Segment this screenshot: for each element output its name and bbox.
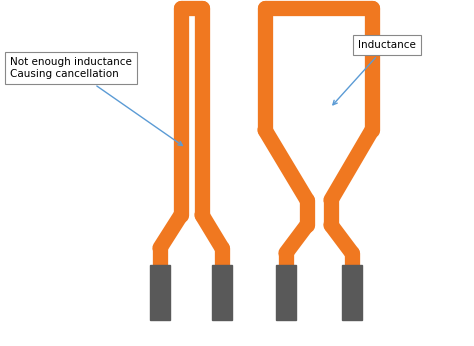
Bar (212, 265, 232, 320)
Bar (342, 265, 362, 320)
Bar (150, 265, 170, 320)
Text: Not enough inductance
Causing cancellation: Not enough inductance Causing cancellati… (10, 57, 182, 146)
Bar (276, 265, 296, 320)
Text: Inductance: Inductance (333, 40, 416, 105)
